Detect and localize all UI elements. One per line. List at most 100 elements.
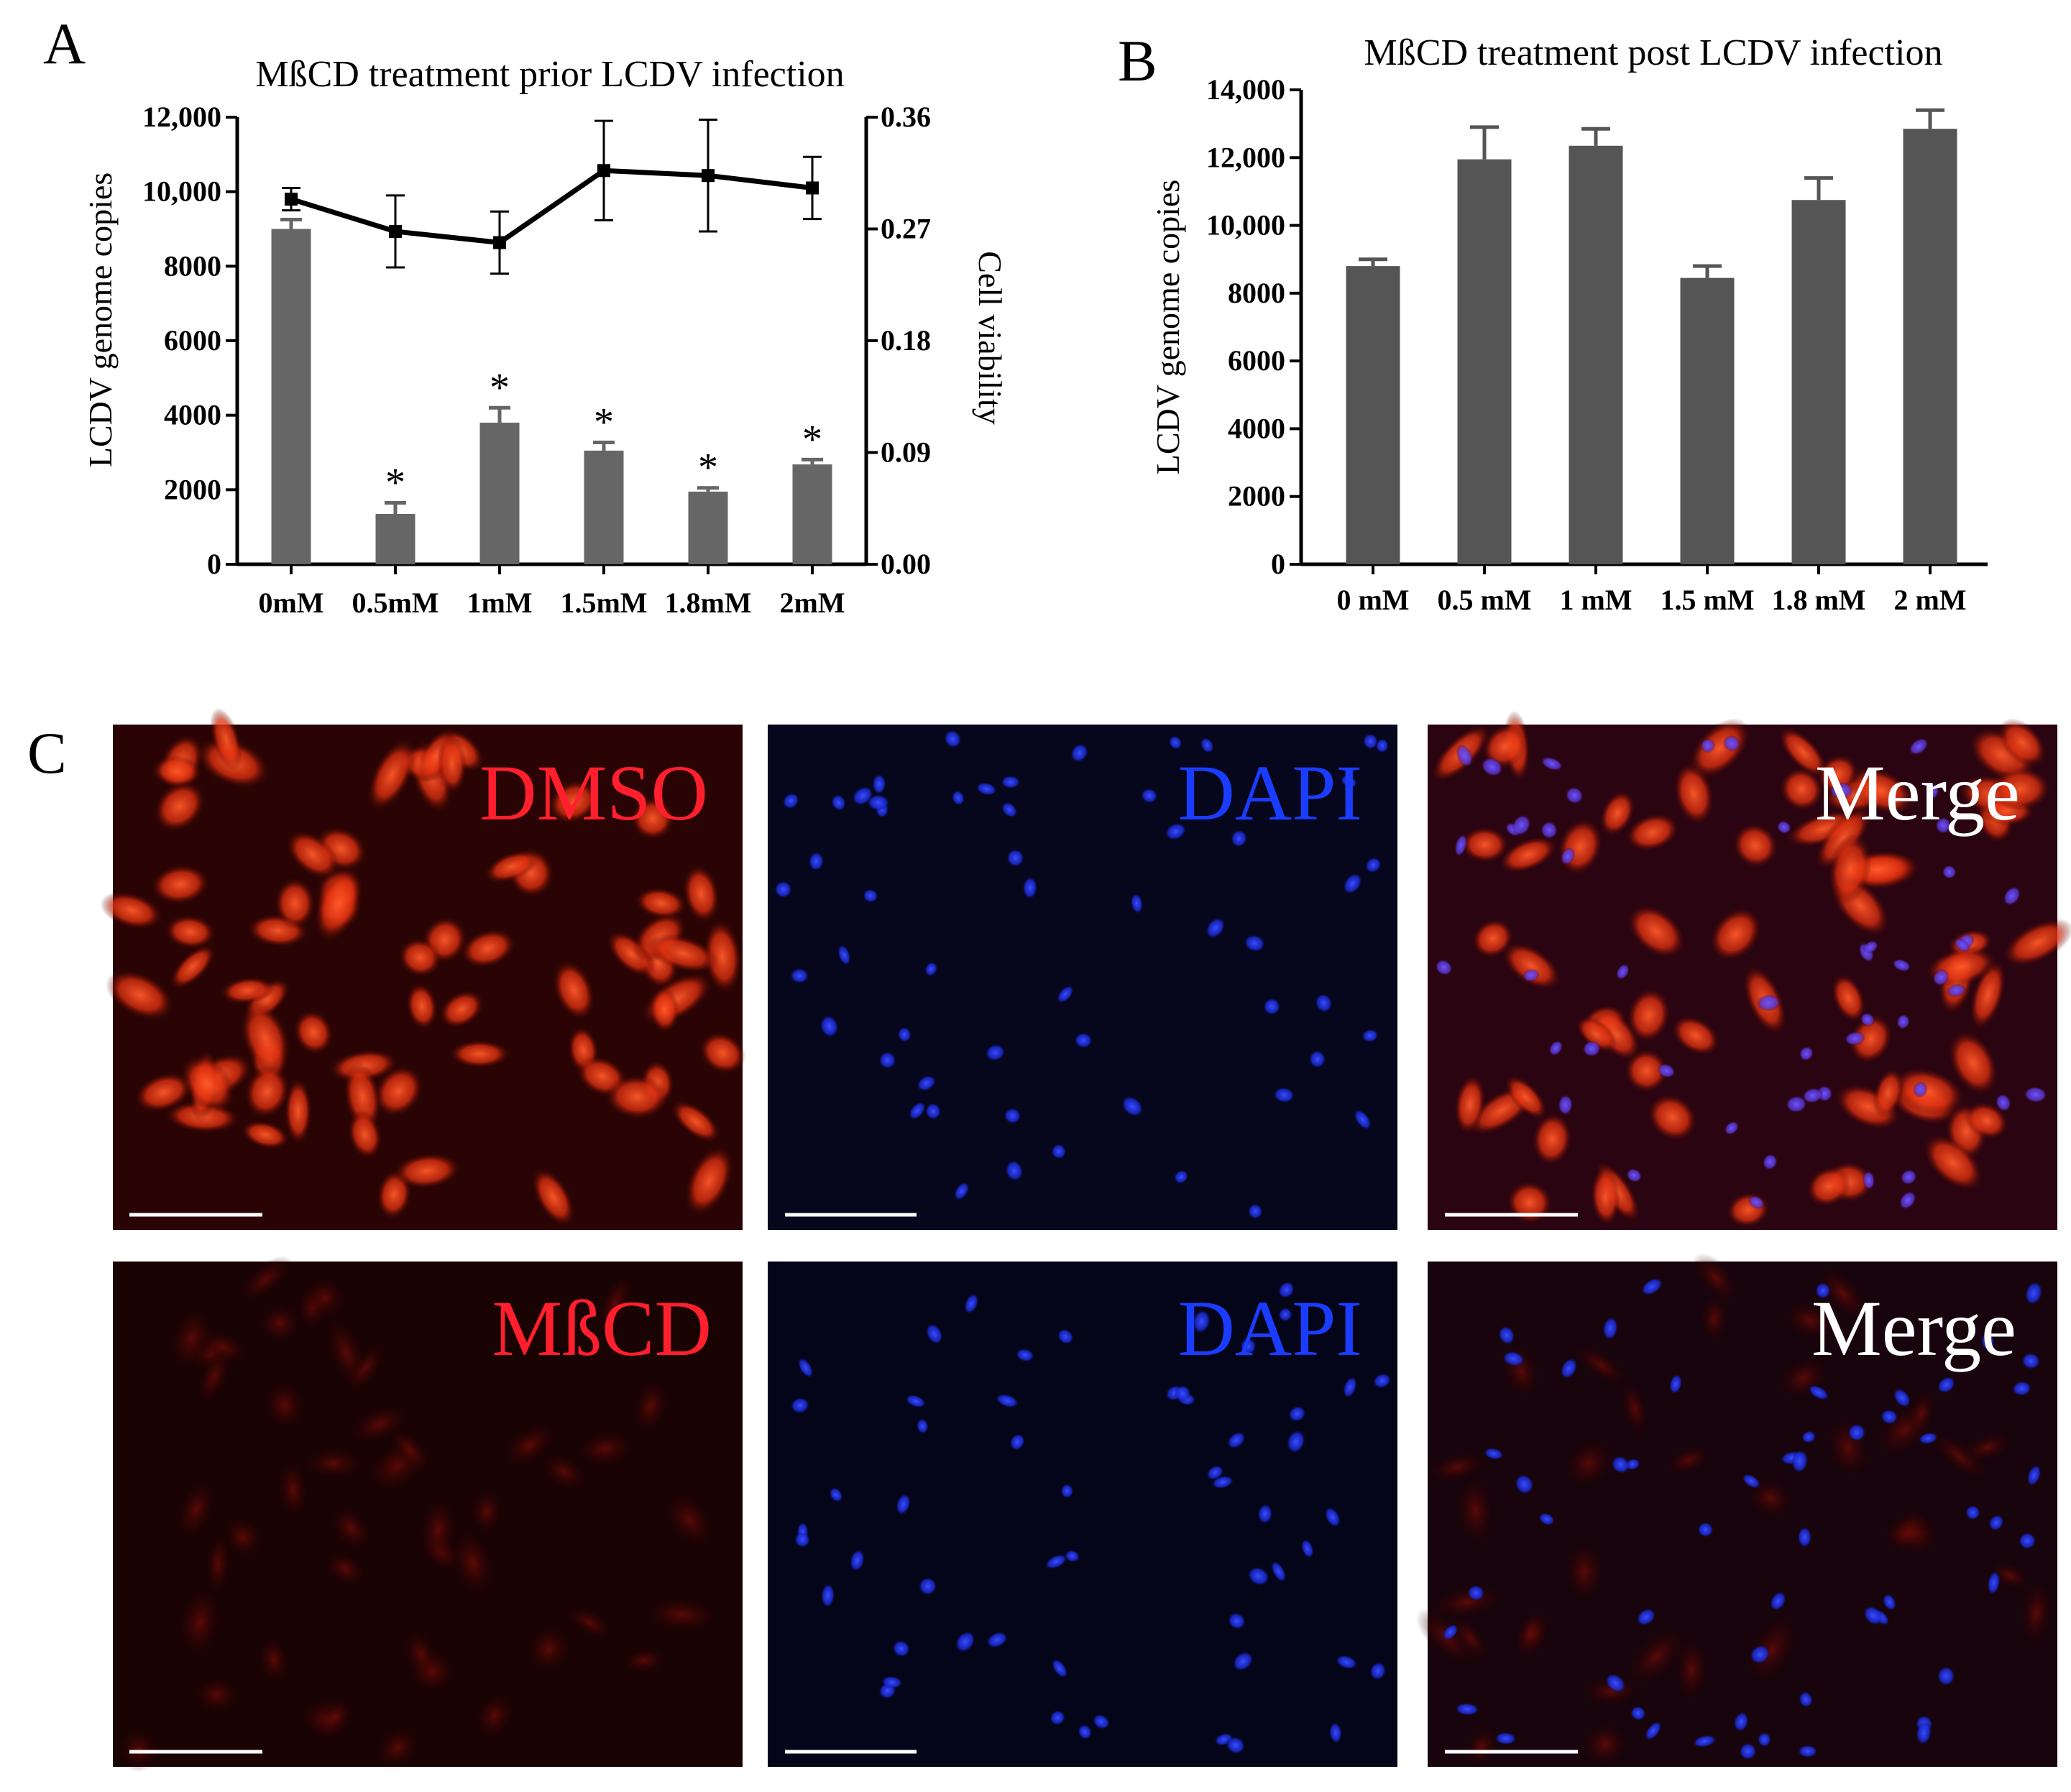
significance-star: * — [385, 460, 405, 505]
chart-a-ylabel: LCDV genome copies — [82, 173, 119, 468]
nucleus — [1070, 743, 1089, 763]
micrograph-label-dmso: DMSO — [479, 749, 708, 837]
nucleus — [1909, 738, 1929, 755]
y-tick-label: 10,000 — [142, 175, 221, 208]
nucleus — [1354, 1109, 1372, 1130]
chart-a-left-axis: 0 2000 4000 6000 8000 10,000 12,000 — [142, 101, 239, 580]
nucleus — [1206, 1465, 1224, 1481]
nucleus — [1912, 1081, 1928, 1098]
cell — [1665, 1445, 1712, 1476]
bar — [1903, 129, 1957, 564]
nucleus — [837, 944, 851, 966]
cell — [134, 1072, 193, 1113]
nucleus — [797, 1357, 814, 1378]
nucleus — [1995, 1093, 2011, 1112]
cell — [1647, 1093, 1698, 1141]
nucleus — [1965, 1504, 1980, 1520]
y-tick-label: 0 — [207, 548, 221, 580]
nucleus — [1365, 857, 1382, 873]
nucleus — [881, 1676, 903, 1689]
nucleus — [1336, 1655, 1358, 1670]
nucleus — [2024, 1281, 2043, 1305]
bar — [792, 464, 832, 564]
nucleus — [909, 1101, 926, 1120]
nucleus — [1860, 1012, 1875, 1027]
nucleus — [1742, 1474, 1761, 1489]
cell — [262, 1379, 307, 1431]
nucleus — [2024, 1086, 2047, 1103]
nucleus — [918, 1577, 937, 1596]
cell — [1471, 919, 1514, 958]
nucleus — [1863, 940, 1879, 954]
cell — [1599, 790, 1635, 837]
nucleus — [878, 1051, 896, 1069]
nucleus — [1435, 959, 1453, 976]
nucleus — [1165, 822, 1187, 840]
cell — [1454, 1074, 1486, 1135]
nucleus — [1808, 1384, 1829, 1400]
nucleus — [782, 792, 799, 809]
cell — [1428, 1584, 1507, 1619]
nucleus — [1692, 1734, 1717, 1748]
nucleus — [1226, 1736, 1246, 1755]
chart-a-line — [282, 118, 822, 275]
cell — [154, 781, 206, 832]
cell — [1451, 1615, 1489, 1661]
nucleus — [863, 888, 878, 903]
y-tick-label: 14,000 — [1206, 73, 1285, 106]
nucleus — [831, 794, 846, 812]
nucleus — [1442, 1624, 1459, 1641]
cell — [1563, 1540, 1605, 1603]
nucleus — [1226, 1431, 1246, 1449]
nucleus — [1373, 1373, 1392, 1389]
line-point — [702, 169, 715, 183]
nucleus — [1893, 1388, 1911, 1408]
cell — [1460, 826, 1510, 863]
nucleus — [1815, 1282, 1831, 1300]
chart-b-bars — [1346, 108, 1957, 565]
chart-a-y2label: Cell viability — [972, 251, 1009, 424]
nucleus — [1926, 783, 1939, 801]
nucleus — [1206, 917, 1226, 939]
nucleus — [1733, 1711, 1749, 1732]
nucleus — [1343, 1376, 1357, 1398]
y-tick-label: 8000 — [164, 249, 221, 282]
y-tick-label: 10,000 — [1206, 209, 1285, 242]
micrograph-dmso: DMSO — [100, 707, 746, 1230]
nucleus — [1228, 1612, 1246, 1630]
cell — [1816, 1265, 1869, 1322]
cell — [375, 1726, 421, 1770]
nucleus — [1130, 893, 1144, 914]
cell — [209, 707, 243, 771]
nucleus — [964, 1293, 979, 1314]
nucleus — [985, 1044, 1006, 1062]
micrograph-dapi-2: DAPI — [768, 1262, 1397, 1767]
cell — [1627, 904, 1686, 959]
cell — [177, 1584, 222, 1660]
nucleus — [2003, 886, 2021, 906]
nucleus — [1512, 814, 1531, 836]
nucleus — [808, 851, 825, 871]
cell — [1580, 1676, 1643, 1707]
nucleus — [1244, 934, 1265, 952]
nucleus — [1454, 834, 1468, 857]
nucleus — [1515, 1474, 1534, 1495]
chart-a-x-axis: 0mM 0.5mM 1mM 1.5mM 1.8mM 2mM — [237, 562, 866, 619]
line-point — [285, 193, 298, 206]
nucleus — [1565, 786, 1584, 804]
cell — [1848, 1014, 1893, 1064]
nucleus — [1785, 1095, 1807, 1113]
nucleus — [1605, 1673, 1626, 1693]
y-tick-label: 12,000 — [142, 101, 221, 133]
bar — [1346, 266, 1400, 564]
significance-star: * — [698, 446, 718, 490]
cell — [1970, 959, 2006, 1031]
x-tick-label: 1mM — [467, 587, 532, 619]
nucleus — [1006, 848, 1024, 868]
cell — [1624, 1049, 1668, 1093]
nucleus — [1200, 737, 1214, 753]
chart-a: MßCD treatment prior LCDV infection 0 200… — [82, 54, 1009, 619]
nucleus — [850, 1549, 865, 1572]
x-tick-label: 1.5mM — [560, 587, 647, 619]
cell — [664, 1491, 715, 1549]
